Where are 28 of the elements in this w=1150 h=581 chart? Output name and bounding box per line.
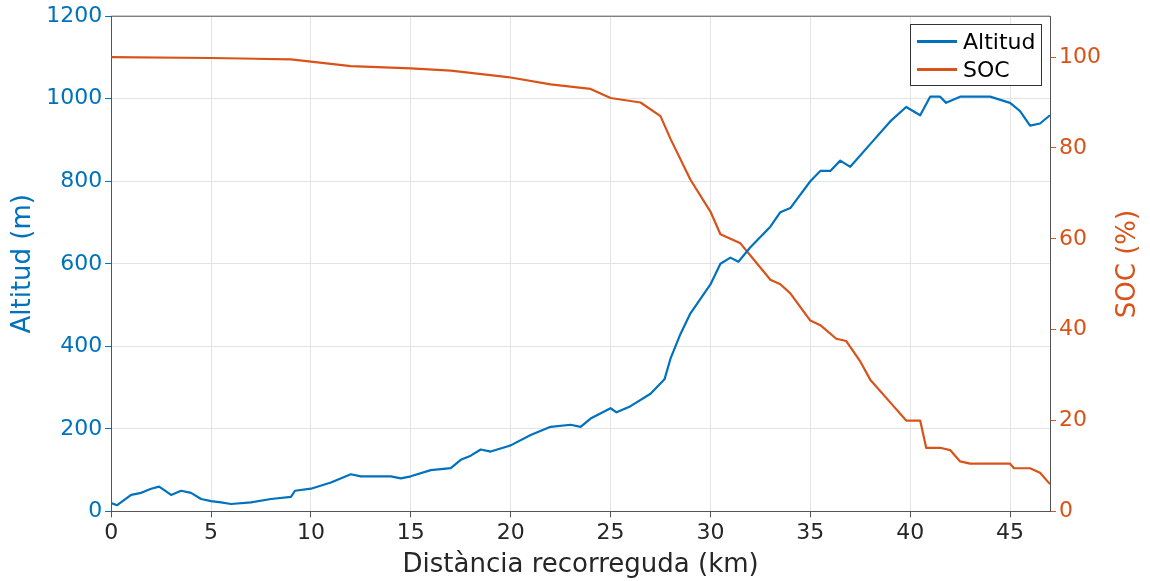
legend-label: Altitud [963,28,1036,54]
legend-label: SOC [963,56,1010,82]
x-axis-title: Distància recorreguda (km) [402,548,759,579]
x-tick-label: 40 [896,519,925,545]
y-axis-title: Altitud (m) [6,194,37,334]
x-tick-label: 20 [496,519,525,545]
y2-tick-label: 60 [1059,224,1088,250]
x-tick-label: 0 [104,519,119,545]
y-tick-label: 400 [60,332,103,358]
x-tick-label: 25 [596,519,625,545]
y2-tick-label: 100 [1059,42,1102,68]
y2-tick-label: 40 [1059,315,1088,341]
y-tick-label: 1200 [46,1,103,27]
y-tick-label: 800 [60,166,103,192]
x-tick-label: 15 [396,519,425,545]
y2-tick-label: 20 [1059,406,1088,432]
y2-tick-label: 80 [1059,133,1088,159]
y2-tick-label: 0 [1059,497,1074,523]
y2-axis-title: SOC (%) [1111,209,1141,318]
y-tick-label: 200 [60,414,103,440]
y-tick-label: 0 [88,497,103,523]
x-tick-label: 10 [296,519,325,545]
y-tick-label: 1000 [46,84,103,110]
x-tick-label: 5 [204,519,219,545]
x-tick-label: 35 [796,519,825,545]
y-tick-label: 600 [60,249,103,275]
x-tick-label: 30 [696,519,725,545]
x-tick-label: 45 [996,519,1025,545]
